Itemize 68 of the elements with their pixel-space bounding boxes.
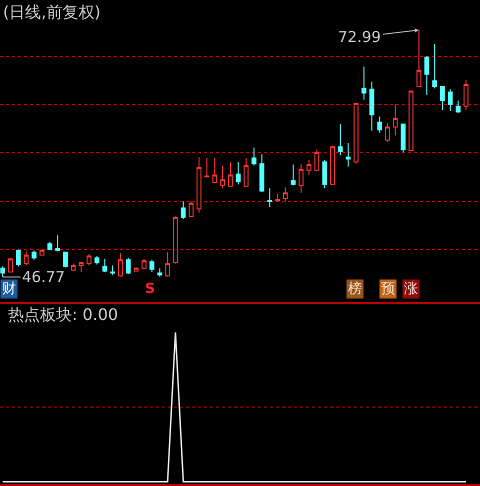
text: S (145, 281, 156, 297)
candlestick (330, 145, 335, 185)
candlestick (306, 159, 312, 176)
candlestick (448, 88, 453, 112)
candlestick (464, 79, 468, 110)
candlestick (118, 252, 123, 278)
candlestick (440, 86, 445, 110)
candlestick (24, 250, 29, 266)
candlestick (322, 159, 328, 189)
text: 榜 (348, 281, 362, 297)
candlestick (149, 259, 154, 273)
chart-title: 热点板块: 0.00 (8, 305, 118, 324)
candlestick (432, 44, 438, 89)
candlestick (47, 241, 52, 251)
candlestick (204, 158, 210, 178)
candlestick (244, 158, 249, 187)
candlestick (290, 164, 296, 186)
candlestick (408, 90, 414, 152)
candlestick (32, 250, 37, 260)
candlestick (220, 165, 225, 189)
text: 财 (2, 281, 16, 297)
candlestick (424, 56, 430, 96)
chart-title: (日线,前复权) (3, 2, 101, 22)
candlestick (157, 268, 162, 278)
candlestick (94, 256, 100, 266)
candlestick (173, 216, 178, 264)
candlestick (377, 116, 382, 134)
candlestick (314, 149, 320, 172)
candlestick (369, 81, 374, 132)
candlestick (212, 158, 218, 184)
text: 涨 (404, 281, 418, 297)
candlestick (142, 258, 146, 270)
candlestick (70, 263, 76, 272)
candlestick (63, 252, 68, 268)
candlestick (16, 248, 21, 267)
candlestick (354, 102, 358, 164)
candlestick (362, 66, 366, 100)
candlestick (400, 124, 406, 153)
candlestick (282, 186, 288, 202)
candlestick (346, 142, 351, 168)
candlestick (126, 257, 131, 274)
candlestick (180, 200, 186, 220)
candlestick (267, 188, 272, 208)
candlestick (456, 100, 461, 114)
candlestick (188, 200, 194, 217)
candlestick (275, 193, 280, 202)
candlestick (110, 264, 116, 276)
candlestick (236, 161, 241, 185)
candlestick (338, 124, 343, 156)
candlestick (196, 156, 202, 214)
candlestick (298, 163, 304, 194)
candlestick (165, 252, 170, 278)
annotation: 72.99 (338, 28, 381, 46)
candlestick (416, 30, 422, 87)
candlestick (228, 161, 233, 187)
text: 预 (381, 281, 395, 297)
annotation: 46.77 (22, 268, 65, 286)
candlestick (86, 254, 92, 266)
candlestick (259, 154, 264, 192)
candlestick (102, 258, 108, 273)
candlestick (8, 257, 13, 273)
candlestick (55, 234, 60, 252)
candlestick (385, 122, 390, 143)
candlestick (78, 261, 84, 273)
candlestick (0, 266, 6, 278)
candlestick (40, 248, 44, 256)
candlestick (392, 104, 398, 136)
candlestick (252, 147, 256, 166)
